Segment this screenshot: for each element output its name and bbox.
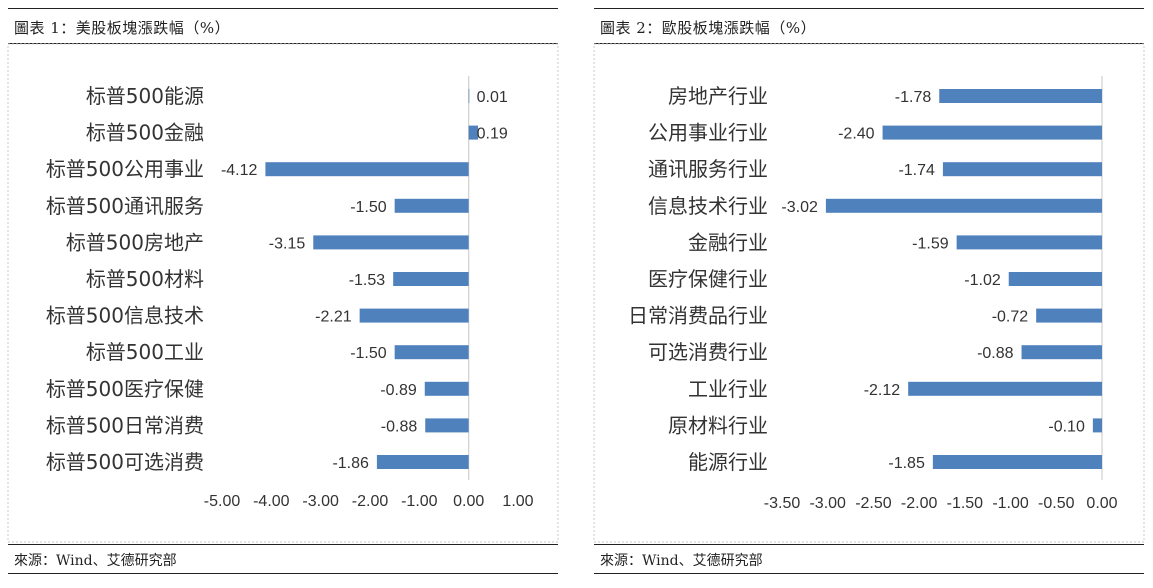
source-note: 來源：Wind、艾德研究部 [14, 553, 177, 569]
category-label: 房地产行业 [668, 84, 768, 108]
value-label: -2.12 [864, 382, 901, 399]
chart-panel-us: 圖表 1：美股板塊漲跌幅（%） 0.01 标普500能源 0.19 标普500金融 -4… [0, 0, 560, 588]
eu-sector-bar-chart: -1.78 房地产行业 -2.40 公用事业行业 -1.74 通讯服务行业 -3.02 信息技… [593, 43, 1145, 543]
value-label: -1.53 [349, 272, 386, 289]
chart-title-bar: 圖表 2：歐股板塊漲跌幅（%） [594, 8, 1144, 44]
category-label: 信息技术行业 [648, 194, 768, 218]
x-tick-label: -3.00 [809, 495, 846, 512]
category-label: 金融行业 [688, 230, 768, 254]
source-bar: 來源：Wind、艾德研究部 [8, 544, 558, 574]
x-tick-label: -1.00 [401, 493, 438, 510]
category-label: 标普500信息技术 [46, 304, 204, 328]
value-label: -1.59 [912, 235, 949, 252]
bar [942, 162, 1102, 177]
value-label: -1.50 [350, 345, 387, 362]
value-label: -1.50 [350, 199, 387, 216]
x-tick-label: -3.00 [302, 493, 339, 510]
x-tick-label: -0.50 [1038, 495, 1075, 512]
category-label: 标普500公用事业 [46, 157, 204, 181]
us-sector-bar-chart: 0.01 标普500能源 0.19 标普500金融 -4.12 标普500公用事业 -1.5… [7, 43, 559, 543]
value-label: -1.74 [898, 162, 935, 179]
category-label: 通讯服务行业 [648, 157, 768, 181]
category-label: 标普500可选消费 [46, 450, 204, 474]
value-label: -4.12 [221, 162, 258, 179]
bar [1092, 418, 1102, 433]
bar [265, 162, 469, 177]
category-label: 标普500日常消费 [46, 413, 204, 437]
value-label: -3.02 [781, 199, 818, 216]
x-tick-label: 1.00 [502, 493, 533, 510]
bar [939, 89, 1102, 103]
value-label: -1.02 [964, 272, 1001, 289]
category-label: 公用事业行业 [648, 121, 768, 145]
x-tick-label: -1.50 [947, 495, 984, 512]
x-tick-label: 0.00 [453, 493, 484, 510]
bar [932, 455, 1102, 469]
value-label: -0.89 [380, 382, 417, 399]
value-label: -1.78 [895, 89, 932, 106]
bar [882, 125, 1102, 140]
value-label: -1.86 [332, 455, 369, 472]
value-label: -2.40 [838, 126, 875, 143]
chart-title: 圖表 1：美股板塊漲跌幅（%） [14, 19, 231, 37]
bar [394, 198, 469, 213]
category-label: 标普500材料 [86, 267, 204, 291]
category-label: 标普500金融 [86, 121, 204, 145]
category-label: 工业行业 [688, 377, 768, 401]
value-label: -0.72 [992, 309, 1029, 326]
source-bar: 來源：Wind、艾德研究部 [594, 544, 1144, 574]
x-tick-label: -2.50 [855, 495, 892, 512]
category-label: 能源行业 [688, 450, 768, 474]
category-label: 标普500房地产 [66, 230, 204, 254]
bar [1008, 272, 1102, 286]
value-label: 0.01 [477, 89, 508, 106]
x-tick-label: 0.00 [1086, 495, 1117, 512]
value-label: -0.10 [1048, 418, 1085, 435]
x-tick-label: -2.00 [352, 493, 389, 510]
bar [376, 455, 469, 469]
category-label: 标普500通讯服务 [46, 194, 204, 218]
bar [468, 125, 479, 140]
category-label: 标普500能源 [86, 84, 204, 108]
x-tick-label: -3.50 [764, 495, 801, 512]
x-tick-label: -4.00 [253, 493, 290, 510]
bar [1021, 345, 1102, 360]
category-label: 标普500工业 [86, 340, 204, 364]
bar [313, 235, 469, 250]
bar [424, 381, 469, 396]
value-label: 0.19 [477, 126, 508, 143]
value-label: -0.88 [977, 345, 1014, 362]
chart-panel-eu: 圖表 2：歐股板塊漲跌幅（%） -1.78 房地产行业 -2.40 公用事业行业 -1.… [586, 0, 1146, 588]
bar [394, 345, 469, 360]
bar [468, 89, 470, 103]
source-note: 來源：Wind、艾德研究部 [600, 553, 763, 569]
bar [825, 198, 1102, 213]
x-tick-label: -1.00 [992, 495, 1029, 512]
value-label: -2.21 [315, 309, 352, 326]
bar [956, 235, 1102, 250]
x-tick-label: -2.00 [901, 495, 938, 512]
category-label: 可选消费行业 [648, 340, 768, 364]
chart-title-bar: 圖表 1：美股板塊漲跌幅（%） [8, 8, 558, 44]
x-tick-label: -5.00 [204, 493, 241, 510]
bar [1036, 308, 1102, 323]
value-label: -1.85 [888, 455, 925, 472]
category-label: 日常消费品行业 [628, 304, 768, 328]
category-label: 原材料行业 [668, 413, 768, 437]
bar [359, 308, 469, 323]
category-label: 标普500医疗保健 [46, 377, 204, 401]
value-label: -0.88 [381, 418, 418, 435]
category-label: 医疗保健行业 [648, 267, 768, 291]
value-label: -3.15 [269, 235, 306, 252]
bar [393, 272, 469, 286]
bar [425, 418, 469, 433]
chart-title: 圖表 2：歐股板塊漲跌幅（%） [600, 19, 817, 37]
bar [908, 381, 1102, 396]
